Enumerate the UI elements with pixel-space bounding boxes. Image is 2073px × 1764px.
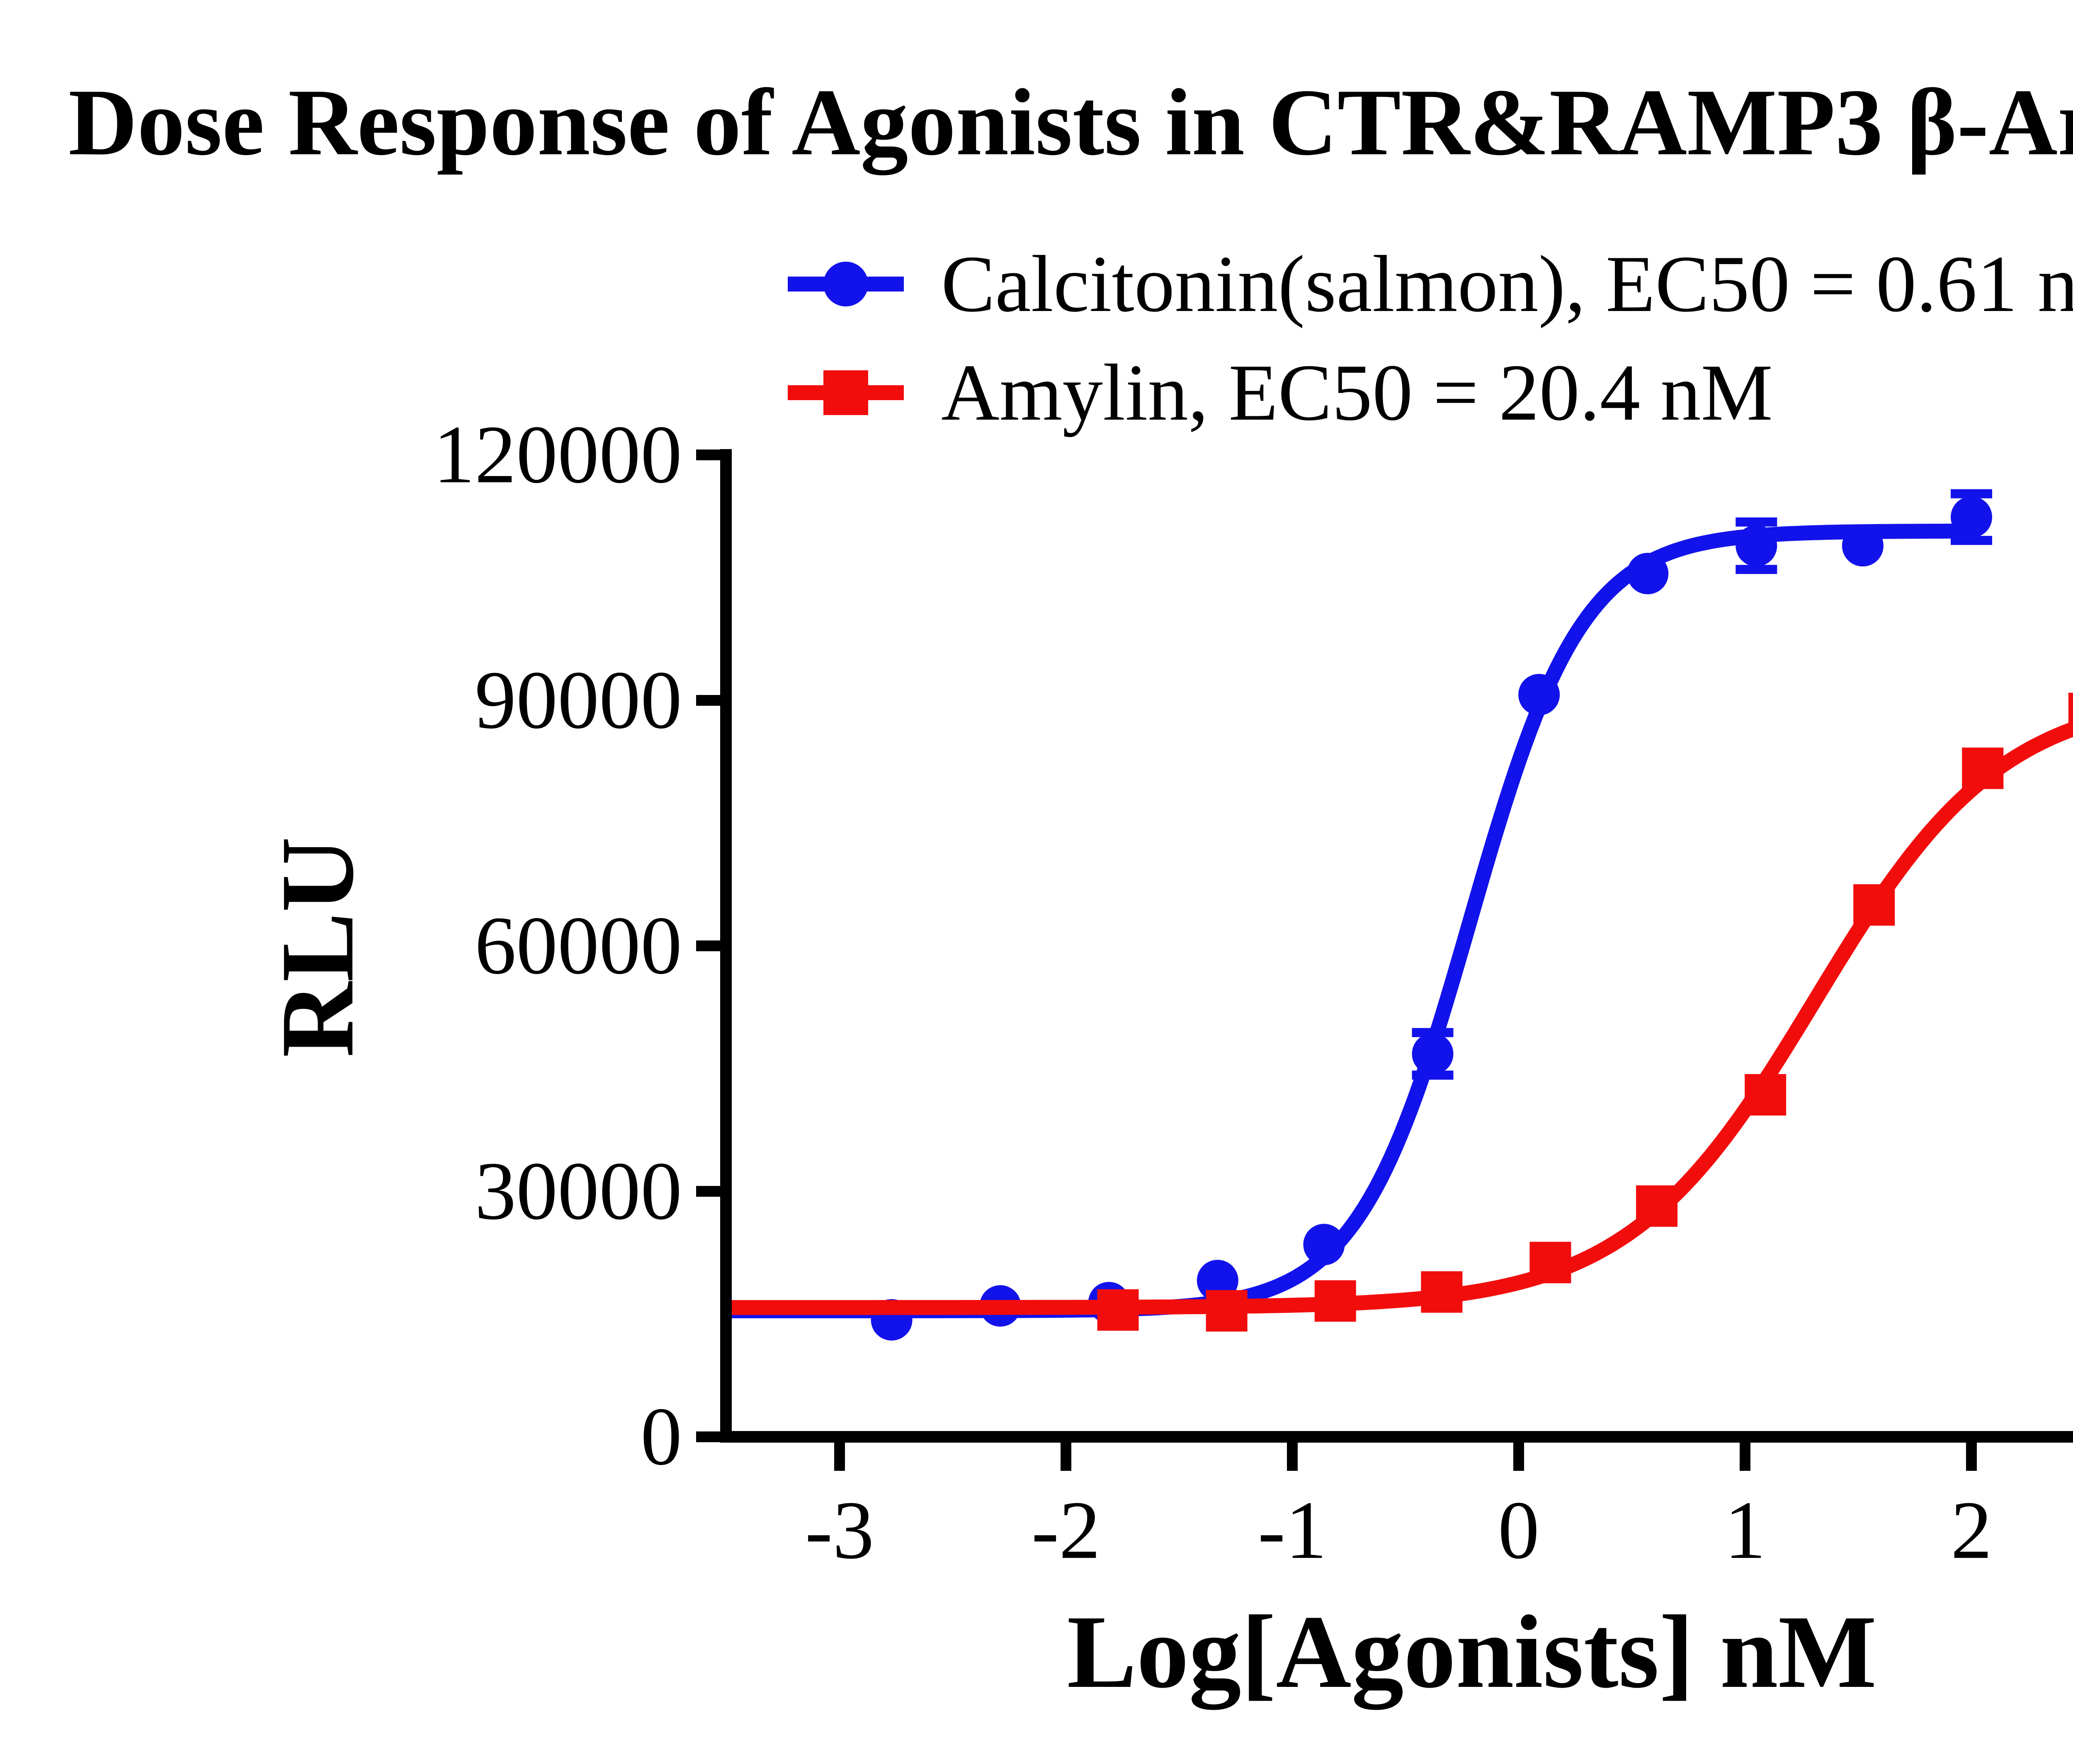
legend-label-calcitonin: Calcitonin(salmon), EC50 = 0.61 nM — [941, 239, 2073, 329]
calcitonin-curve — [726, 523, 1971, 1319]
amylin-data-point — [1962, 747, 2004, 789]
y-axis-title: RLU — [259, 837, 375, 1057]
x-axis-title: Log[Agonists] nM — [1067, 1594, 1876, 1710]
amylin-data-point — [1206, 1290, 1248, 1332]
y-tick-label: 0 — [641, 1391, 682, 1482]
chart-title: Dose Response of Agonists in CTR&RAMP3 β… — [68, 69, 2073, 175]
x-tick-label: -3 — [805, 1485, 874, 1576]
amylin-data-point — [1853, 884, 1895, 926]
calcitonin-series — [726, 489, 1992, 1341]
legend-label-amylin: Amylin, EC50 = 20.4 nM — [941, 348, 1773, 437]
legend-item-calcitonin: Calcitonin(salmon), EC50 = 0.61 nM — [788, 239, 2073, 329]
calcitonin-data-point — [1736, 525, 1777, 567]
x-tick-label: 2 — [1951, 1485, 1992, 1576]
legend-circle-marker-icon — [823, 262, 868, 306]
amylin-data-point — [1314, 1280, 1356, 1322]
plot-series-layer — [726, 489, 2073, 1341]
calcitonin-data-point — [1518, 674, 1560, 716]
amylin-curve — [726, 721, 2073, 1315]
y-tick-label: 30000 — [475, 1145, 682, 1237]
amylin-data-point — [1745, 1074, 1787, 1116]
calcitonin-data-point — [1842, 525, 1884, 567]
x-tick-label: 1 — [1724, 1485, 1766, 1576]
amylin-data-point — [2068, 692, 2073, 734]
amylin-series — [726, 692, 2073, 1332]
calcitonin-data-point — [1627, 553, 1669, 595]
calcitonin-data-point — [1412, 1033, 1454, 1075]
x-tick-label: -2 — [1032, 1485, 1101, 1576]
calcitonin-data-point — [1303, 1224, 1345, 1266]
y-tick-label: 60000 — [475, 900, 682, 991]
legend-item-amylin: Amylin, EC50 = 20.4 nM — [788, 348, 1773, 437]
amylin-data-point — [1421, 1271, 1463, 1313]
amylin-data-point — [1636, 1185, 1678, 1227]
amylin-data-point — [1097, 1289, 1139, 1331]
legend-square-marker-icon — [823, 370, 868, 415]
x-tick-label: -1 — [1258, 1485, 1327, 1576]
legend: Calcitonin(salmon), EC50 = 0.61 nM Amyli… — [788, 239, 2073, 437]
y-tick-label: 90000 — [475, 654, 682, 746]
y-tick-label: 120000 — [433, 409, 682, 501]
calcitonin-data-point — [1951, 496, 1992, 538]
x-tick-label: 0 — [1498, 1485, 1539, 1576]
amylin-data-point — [1529, 1242, 1571, 1283]
